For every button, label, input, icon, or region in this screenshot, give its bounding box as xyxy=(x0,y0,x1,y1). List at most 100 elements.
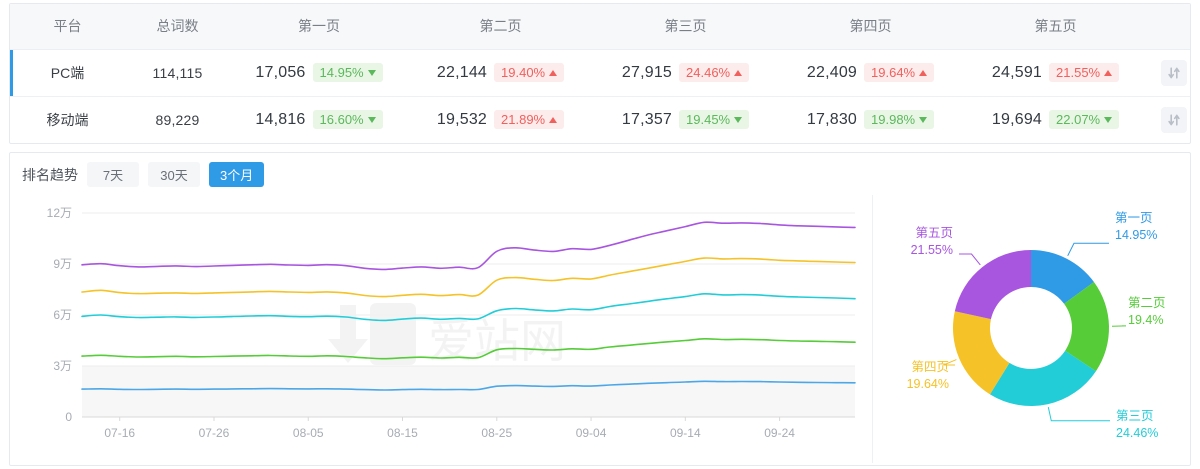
page2-change-badge: 19.40% xyxy=(494,63,565,82)
donut-slice-第二页 xyxy=(1064,281,1109,372)
trend-title: 排名趋势 xyxy=(22,166,78,183)
page5-change-pct: 22.07% xyxy=(1056,112,1101,128)
page-distribution-donut-chart: 第一页 14.95% 第二页 19.4% 第三页 24.46% 第四页 19.64% 第五页 21… xyxy=(872,195,1190,463)
page2-change-pct: 21.89% xyxy=(501,112,546,128)
tab-3months[interactable]: 3个月 xyxy=(209,162,265,187)
triangle-down-icon xyxy=(1104,116,1113,123)
y-tick-label: 0 xyxy=(65,410,72,424)
page1-change-pct: 14.95% xyxy=(319,65,364,80)
donut-slice-第三页 xyxy=(989,350,1096,406)
page3-count: 27,915 xyxy=(621,63,673,81)
cell-page4: 22,409 19.64% xyxy=(778,49,963,97)
donut-label-第四页: 第四页 xyxy=(911,360,949,374)
donut-label-第三页: 第三页 xyxy=(1116,409,1154,423)
y-tick-label: 9万 xyxy=(53,257,72,271)
y-tick-label: 3万 xyxy=(53,359,72,373)
donut-label-第一页: 第一页 xyxy=(1115,211,1153,225)
page3-change-badge: 19.45% xyxy=(679,110,750,130)
sort-arrows-icon[interactable] xyxy=(1161,106,1187,133)
page5-count: 24,591 xyxy=(991,63,1043,81)
trend-line-第二页 xyxy=(81,337,856,360)
x-tick-label: 08-15 xyxy=(387,426,418,440)
col-header-actions xyxy=(1148,4,1190,50)
y-tick-label: 12万 xyxy=(47,206,72,220)
triangle-up-icon xyxy=(549,116,558,123)
trend-toolbar: 排名趋势 7天 30天 3个月 xyxy=(22,162,265,187)
col-header-page2: 第二页 xyxy=(408,4,593,50)
donut-leader-line xyxy=(943,359,957,366)
donut-value-第二页: 19.4% xyxy=(1128,313,1163,327)
page4-change-pct: 19.64% xyxy=(871,65,916,80)
table-row[interactable]: PC端 114,115 17,056 14.95% xyxy=(10,49,1190,97)
triangle-down-icon xyxy=(919,116,928,123)
page1-change-badge: 14.95% xyxy=(312,63,383,82)
donut-leader-line xyxy=(1067,242,1109,257)
table-header: 平台 总词数 第一页 第二页 第三页 第四页 第五页 xyxy=(10,4,1190,50)
trend-charts-panel: 排名趋势 7天 30天 3个月 0 3万 6万 9万 12万爱站网 07-16 07-26 0… xyxy=(9,152,1191,466)
triangle-down-icon xyxy=(367,69,376,76)
donut-label-第五页: 第五页 xyxy=(915,226,953,240)
cell-page4: 17,830 19.98% xyxy=(778,96,963,143)
page4-change-badge: 19.64% xyxy=(864,63,935,82)
donut-label-第二页: 第二页 xyxy=(1128,296,1166,310)
watermark-text: 爱站网 xyxy=(428,315,566,367)
col-header-page5: 第五页 xyxy=(963,4,1148,50)
tab-30days[interactable]: 30天 xyxy=(148,162,200,187)
tab-7days[interactable]: 7天 xyxy=(87,162,139,187)
triangle-up-icon xyxy=(734,69,743,76)
x-tick-label: 09-04 xyxy=(576,426,607,440)
donut-chart-svg: 第一页 14.95% 第二页 19.4% 第三页 24.46% 第四页 19.64% 第五页 21… xyxy=(907,211,1166,440)
page3-change-pct: 24.46% xyxy=(686,65,731,80)
cell-page3: 17,357 19.45% xyxy=(593,96,778,143)
col-header-page4: 第四页 xyxy=(778,4,963,50)
page4-change-badge: 19.98% xyxy=(864,110,935,130)
triangle-up-icon xyxy=(549,69,558,76)
page3-change-pct: 19.45% xyxy=(686,112,731,128)
trend-line-第四页 xyxy=(81,257,856,298)
trend-line-第三页 xyxy=(81,292,856,322)
page5-count: 19,694 xyxy=(991,110,1043,128)
rank-trend-line-chart: 0 3万 6万 9万 12万 爱站网 07-16 07-26 08-05 08-15 08-25 09… xyxy=(10,195,872,463)
cell-page1: 14,816 16.60% xyxy=(230,96,408,143)
keyword-stats-panel: 平台 总词数 第一页 第二页 第三页 第四页 第五页 PC端 114,115 xyxy=(9,3,1191,144)
col-header-total: 总词数 xyxy=(125,4,230,50)
cell-page5: 19,694 22.07% xyxy=(963,96,1148,143)
col-header-page1: 第一页 xyxy=(230,4,408,50)
x-tick-label: 07-26 xyxy=(199,426,230,440)
x-tick-label: 08-05 xyxy=(293,426,324,440)
page3-change-badge: 24.46% xyxy=(679,63,750,82)
cell-page1: 17,056 14.95% xyxy=(230,49,408,97)
triangle-down-icon xyxy=(734,116,743,123)
col-header-platform: 平台 xyxy=(10,4,125,50)
donut-value-第三页: 24.46% xyxy=(1116,426,1158,440)
triangle-up-icon xyxy=(919,69,928,76)
donut-leader-line xyxy=(959,253,981,266)
donut-slice-第五页 xyxy=(954,250,1031,320)
x-tick-label: 07-16 xyxy=(104,426,135,440)
page2-count: 22,144 xyxy=(436,63,488,81)
donut-value-第一页: 14.95% xyxy=(1115,228,1157,242)
x-tick-label: 09-14 xyxy=(670,426,701,440)
page4-count: 22,409 xyxy=(806,63,858,81)
trend-line-第一页 xyxy=(81,380,856,391)
page1-change-badge: 16.60% xyxy=(312,110,383,130)
sort-arrows-icon[interactable] xyxy=(1161,59,1187,86)
table-row[interactable]: 移动端 89,229 14,816 16.60% xyxy=(10,96,1190,143)
y-tick-label: 6万 xyxy=(53,308,72,322)
page2-change-badge: 21.89% xyxy=(494,110,565,130)
page5-change-pct: 21.55% xyxy=(1056,65,1101,80)
chart-band xyxy=(82,366,855,417)
donut-leader-line xyxy=(1047,406,1110,422)
cell-platform: 移动端 xyxy=(46,111,89,128)
table-header-row: 平台 总词数 第一页 第二页 第三页 第四页 第五页 xyxy=(10,4,1190,50)
page5-change-badge: 21.55% xyxy=(1049,63,1120,82)
cell-platform: PC端 xyxy=(10,49,125,97)
cell-page2: 19,532 21.89% xyxy=(408,96,593,143)
page3-count: 17,357 xyxy=(621,110,673,128)
page4-count: 17,830 xyxy=(806,110,858,128)
table-body: PC端 114,115 17,056 14.95% xyxy=(10,49,1190,143)
cell-total: 114,115 xyxy=(125,49,230,97)
cell-actions xyxy=(1148,49,1190,97)
